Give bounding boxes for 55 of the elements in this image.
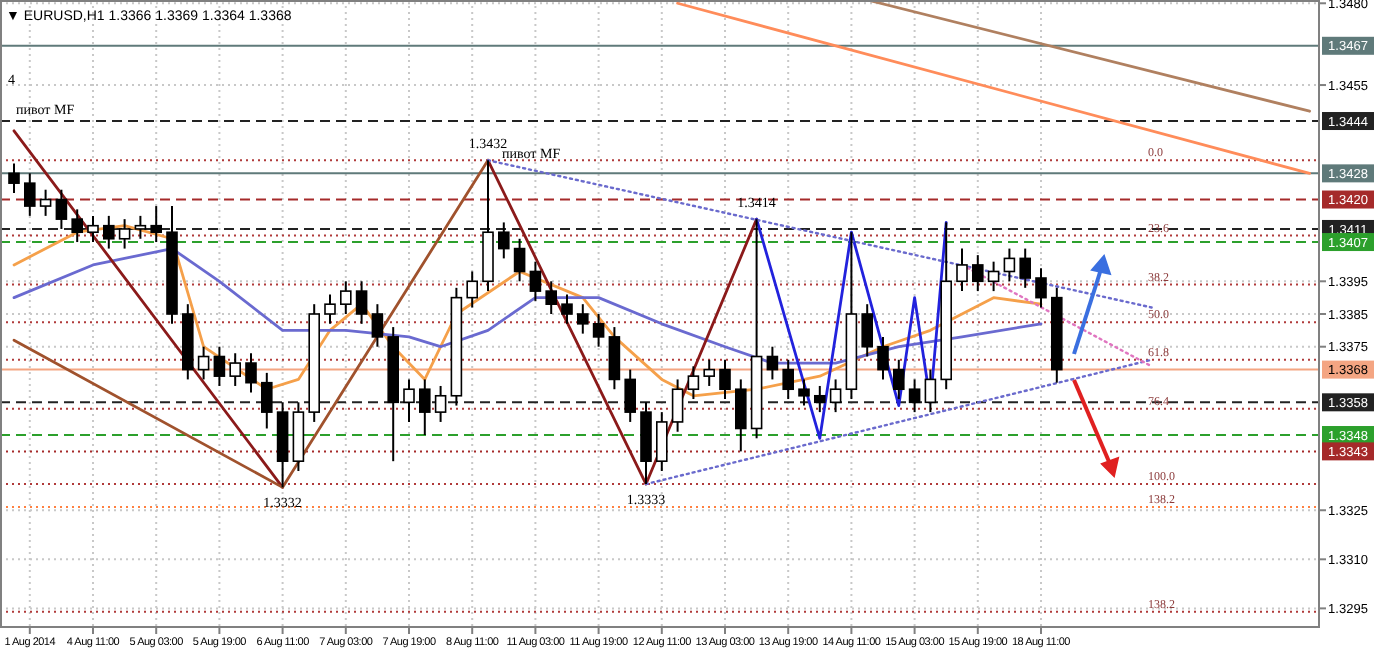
candlestick	[908, 378, 921, 414]
candlestick	[340, 280, 352, 315]
candlestick	[498, 221, 510, 260]
candlestick	[55, 188, 68, 230]
candlestick	[893, 358, 905, 401]
candlestick	[229, 352, 241, 387]
candlestick	[39, 188, 52, 217]
candlestick	[245, 352, 257, 394]
candlestick	[197, 345, 210, 381]
candlestick	[671, 378, 684, 433]
candlestick	[987, 260, 1000, 293]
candlestick	[577, 303, 589, 335]
line-series	[755, 217, 948, 440]
candlestick	[371, 303, 384, 348]
candlestick	[1003, 247, 1016, 283]
candlestick	[150, 205, 162, 244]
candlestick	[735, 378, 747, 453]
candlestick	[8, 162, 20, 194]
candlestick	[782, 358, 794, 401]
candlestick	[419, 378, 431, 437]
candlestick	[592, 313, 605, 348]
candlestick	[766, 345, 779, 381]
candlestick	[719, 358, 731, 401]
candlestick	[956, 247, 968, 293]
candlestick	[703, 358, 715, 387]
candlestick	[877, 335, 889, 381]
candlestick	[403, 378, 415, 423]
candlestick	[972, 254, 984, 293]
candlestick	[624, 368, 636, 423]
candlestick	[545, 280, 557, 315]
candlestick	[213, 345, 226, 387]
candlestick	[355, 280, 368, 325]
candlestick	[87, 214, 99, 244]
candlestick	[561, 293, 573, 325]
candlestick	[103, 214, 115, 250]
candlestick	[861, 303, 873, 358]
candlestick	[529, 260, 542, 302]
candlestick	[798, 378, 810, 407]
candlestick	[434, 384, 447, 423]
candlestick	[1019, 247, 1031, 289]
candlestick	[1035, 267, 1047, 309]
candlestick	[656, 411, 668, 472]
candlestick	[687, 365, 700, 401]
candlestick	[24, 172, 36, 217]
candlestick	[513, 237, 526, 283]
candlestick	[829, 378, 842, 414]
candlestick	[608, 326, 621, 391]
candlestick	[924, 368, 937, 414]
candlestick	[71, 208, 83, 244]
candlestick	[466, 270, 478, 309]
candlestick	[118, 218, 131, 250]
candlestick	[814, 384, 826, 414]
candlestick	[324, 293, 336, 325]
candlestick	[134, 214, 147, 240]
candlestick	[261, 371, 273, 430]
